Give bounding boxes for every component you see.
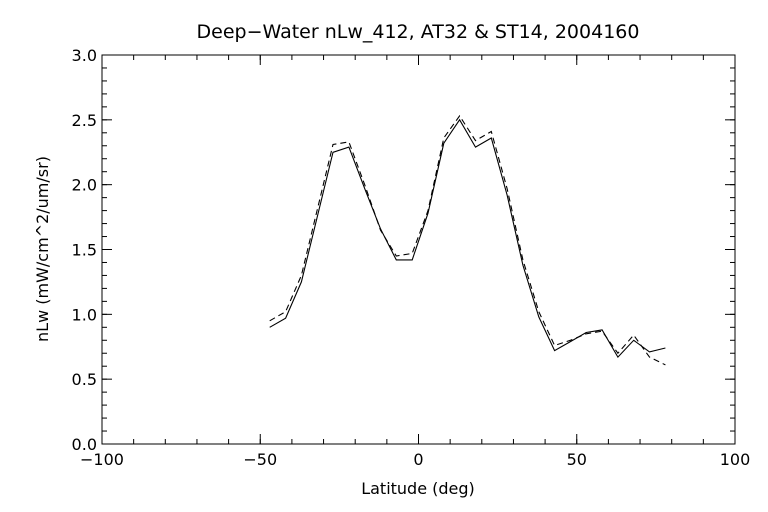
y-tick-label: 2.0 [72, 176, 97, 195]
axis-tick-labels: −100 −50 0 50 100 0.0 0.5 1.0 1.5 2.0 2.5 3.0 [72, 46, 751, 469]
y-tick-label: 1.5 [72, 241, 97, 260]
y-axis-label: nLw (mW/cm^2/um/sr) [33, 156, 52, 342]
y-tick-label: 0.5 [72, 370, 97, 389]
chart-title: Deep−Water nLw_412, AT32 & ST14, 2004160 [197, 21, 640, 43]
series-line-dashed [269, 114, 666, 366]
x-tick-label: −50 [243, 450, 277, 469]
series-line-solid [269, 118, 666, 359]
y-tick-label: 0.0 [72, 435, 97, 454]
series-layer [269, 114, 666, 366]
y-tick-label: 1.0 [72, 305, 97, 324]
y-tick-label: 3.0 [72, 46, 97, 65]
x-tick-label: 100 [720, 450, 751, 469]
y-tick-label: 2.5 [72, 111, 97, 130]
x-tick-label: 50 [567, 450, 587, 469]
x-tick-label: −100 [80, 450, 124, 469]
x-tick-label: 0 [413, 450, 423, 469]
x-axis-label: Latitude (deg) [361, 479, 475, 498]
plot-frame [101, 54, 736, 445]
axis-ticks [101, 54, 736, 445]
